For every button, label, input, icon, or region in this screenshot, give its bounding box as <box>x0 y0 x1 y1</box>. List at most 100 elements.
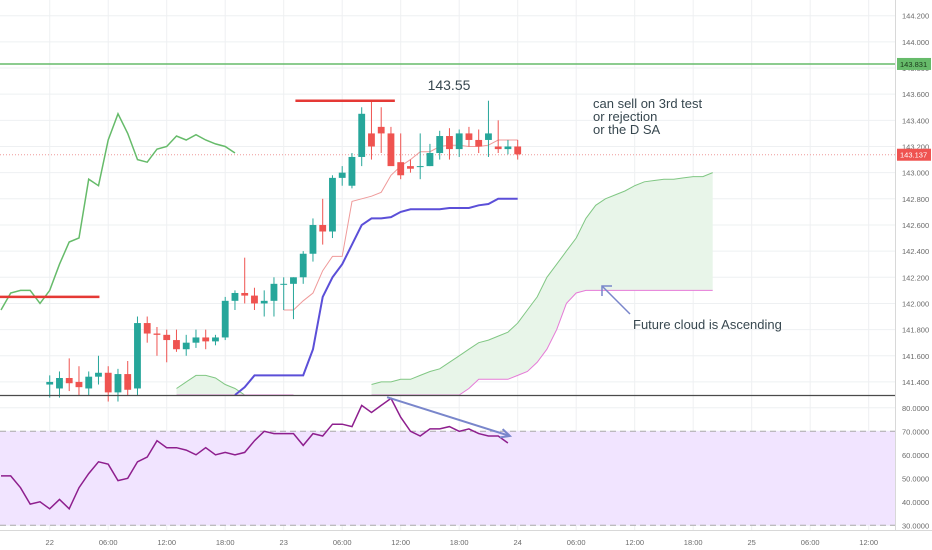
candle[interactable] <box>85 371 93 395</box>
divergence-arrow[interactable] <box>386 396 511 437</box>
candle[interactable] <box>329 175 336 239</box>
candle[interactable] <box>348 153 356 189</box>
candle[interactable] <box>251 287 258 310</box>
rsi-axis[interactable]: 30.0000 40.0000 50.0000 60.0000 70.0000 80.00… <box>902 404 929 531</box>
candle[interactable] <box>65 358 73 392</box>
candle[interactable] <box>485 100 492 157</box>
candle-body-up <box>455 133 463 150</box>
candle[interactable] <box>475 129 483 154</box>
rsi-tick-label: 30.0000 <box>902 521 929 530</box>
time-tick-label: 12:00 <box>391 538 410 547</box>
candle-body-down <box>104 372 112 393</box>
candle[interactable] <box>173 329 180 352</box>
price-axis-labels: 143.831 143.137 <box>897 57 931 161</box>
price-tick-label: 143.400 <box>902 116 929 125</box>
rsi-tick-label: 40.0000 <box>902 498 929 507</box>
candle-body-down <box>202 337 210 342</box>
candle[interactable] <box>202 329 210 350</box>
note-line-3[interactable]: or the D SA <box>593 122 661 137</box>
candle[interactable] <box>358 107 366 167</box>
level-label[interactable]: 143.55 <box>428 77 471 93</box>
price-tick-label: 141.800 <box>902 326 929 335</box>
candle[interactable] <box>465 126 473 147</box>
candle-body-down <box>397 162 405 176</box>
candle[interactable] <box>387 126 395 167</box>
price-tick-label: 143.000 <box>902 169 929 178</box>
note-line-1[interactable]: can sell on 3rd test <box>593 96 703 111</box>
candle[interactable] <box>56 371 63 398</box>
candle[interactable] <box>436 130 444 160</box>
rsi-pane <box>0 396 895 526</box>
candle[interactable] <box>426 143 434 167</box>
resistance-label-text: 143.831 <box>900 60 927 69</box>
candle-body-up <box>348 156 356 186</box>
rsi-tick-label: 80.0000 <box>902 404 929 413</box>
candle[interactable] <box>231 290 239 310</box>
candle-body-up <box>485 133 492 140</box>
candle[interactable] <box>75 366 83 395</box>
candle[interactable] <box>212 334 219 346</box>
cloud-note[interactable]: Future cloud is Ascending <box>633 317 782 332</box>
candle[interactable] <box>260 290 268 317</box>
candle-body-up <box>134 323 141 389</box>
candle-body-down <box>475 139 483 147</box>
candle-body-up <box>436 136 444 154</box>
time-tick-label: 12:00 <box>859 538 878 547</box>
candle[interactable] <box>192 329 200 348</box>
candle[interactable] <box>143 316 151 343</box>
candlesticks <box>46 100 522 402</box>
candle[interactable] <box>241 257 249 304</box>
candle[interactable] <box>153 326 161 356</box>
candle[interactable] <box>514 139 522 160</box>
candle[interactable] <box>494 120 502 154</box>
time-axis[interactable]: 22 06:00 12:00 18:00 23 06:00 12:00 18:00 24 06:0… <box>46 538 879 547</box>
last-price-label-box <box>897 148 931 161</box>
time-tick-label: 12:00 <box>625 538 644 547</box>
candle[interactable] <box>397 133 405 180</box>
candle[interactable] <box>377 107 385 154</box>
base-line <box>234 197 518 396</box>
candle[interactable] <box>124 360 132 395</box>
candle[interactable] <box>299 251 307 284</box>
candle-body-down <box>241 292 249 296</box>
candle[interactable] <box>280 277 288 310</box>
candle[interactable] <box>455 129 463 157</box>
candle[interactable] <box>163 329 171 363</box>
candle[interactable] <box>368 100 375 160</box>
cloud-arrow-shaft <box>601 285 631 315</box>
candle[interactable] <box>338 166 346 186</box>
candle[interactable] <box>446 128 453 160</box>
candle[interactable] <box>221 296 229 341</box>
price-tick-label: 141.600 <box>902 352 929 361</box>
candle[interactable] <box>290 277 297 320</box>
candle[interactable] <box>416 133 424 180</box>
candle[interactable] <box>504 139 512 155</box>
last-price-label: 143.137 <box>897 148 931 161</box>
candle-body-down <box>377 126 385 134</box>
price-tick-label: 142.200 <box>902 273 929 282</box>
candle[interactable] <box>182 334 190 356</box>
resistance-label-box <box>897 57 931 70</box>
candle[interactable] <box>46 375 54 398</box>
time-tick-label: 22 <box>46 538 54 547</box>
resistance-label: 143.831 <box>897 57 931 70</box>
candle-body-up <box>182 342 190 350</box>
candle-body-down <box>407 166 414 169</box>
rsi-series <box>1 396 513 511</box>
candle-body-up <box>231 292 239 301</box>
candle[interactable] <box>134 316 141 395</box>
candle[interactable] <box>309 218 317 262</box>
candle-body-up <box>56 377 63 389</box>
candle[interactable] <box>407 159 414 173</box>
candle[interactable] <box>270 277 278 317</box>
cloud-arrow[interactable] <box>601 285 631 315</box>
candle[interactable] <box>319 198 327 245</box>
horizontal-lines <box>0 63 895 156</box>
price-tick-label: 144.200 <box>902 12 929 21</box>
rsi-tick-label: 70.0000 <box>902 427 929 436</box>
note-line-2[interactable]: or rejection <box>593 109 657 124</box>
time-tick-label: 06:00 <box>801 538 820 547</box>
candle[interactable] <box>95 355 102 385</box>
candle-body-up <box>270 283 278 301</box>
candle-body-down <box>514 146 522 155</box>
